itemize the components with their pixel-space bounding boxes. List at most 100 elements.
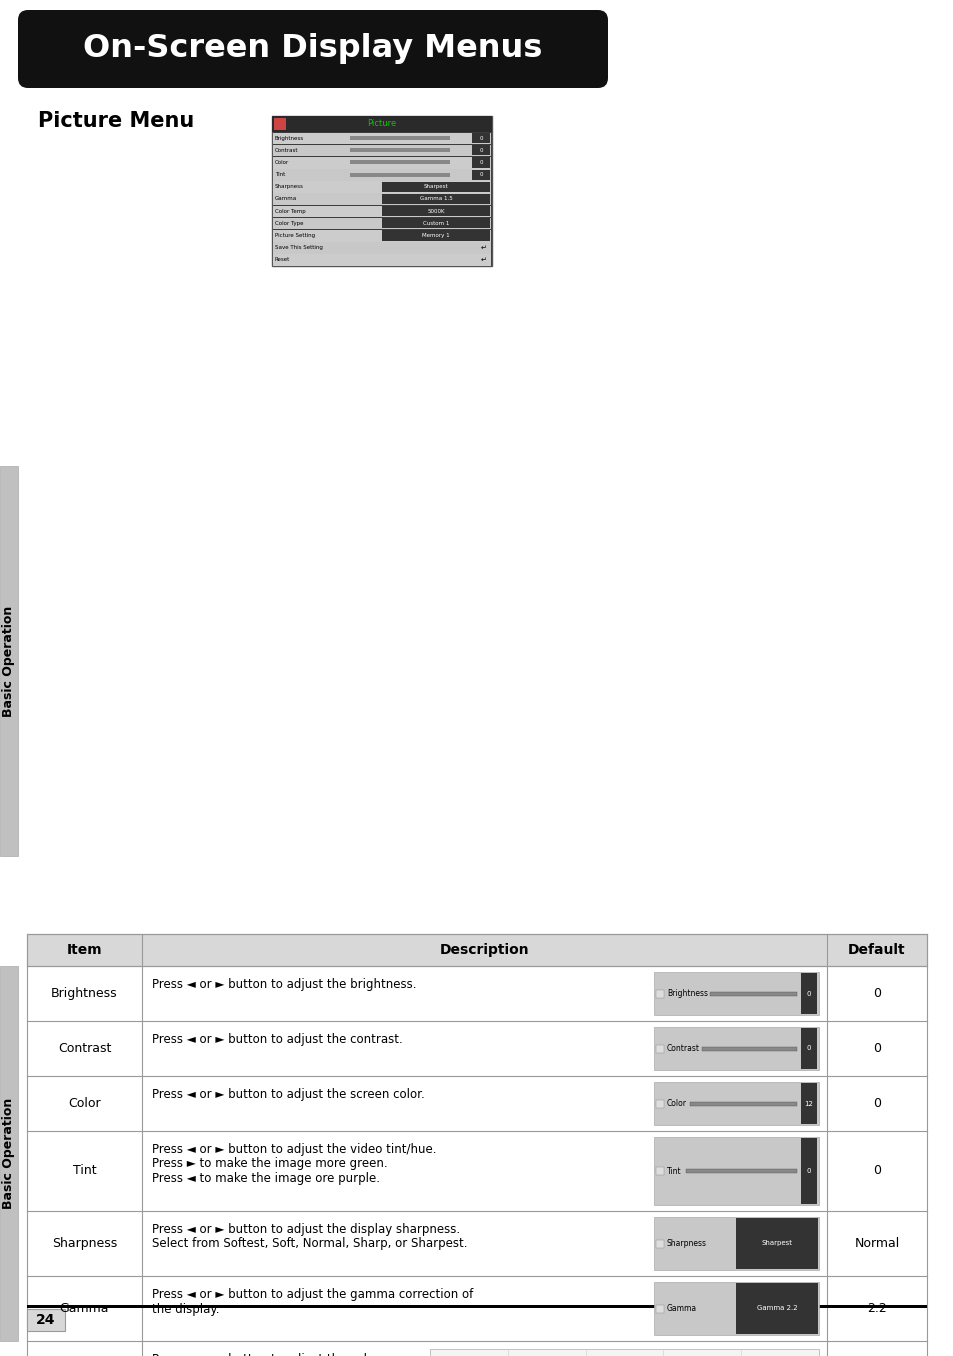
Text: Sharpness: Sharpness <box>666 1239 706 1248</box>
Text: Press ◄ or ► button to adjust the video tint/hue.: Press ◄ or ► button to adjust the video … <box>152 1143 436 1157</box>
Text: ↵: ↵ <box>480 244 486 251</box>
Text: the display.: the display. <box>152 1303 219 1315</box>
Text: Press ◄ or ► button to adjust the gamma correction of: Press ◄ or ► button to adjust the gamma … <box>152 1288 473 1300</box>
Bar <box>656 1168 663 1176</box>
Bar <box>350 148 450 152</box>
Bar <box>654 972 818 1016</box>
Bar <box>656 1304 663 1313</box>
Bar <box>273 145 491 156</box>
Text: Gamma 2.2: Gamma 2.2 <box>756 1306 797 1311</box>
Bar <box>381 218 490 228</box>
Text: Save This Setting: Save This Setting <box>274 245 322 251</box>
Bar <box>381 194 490 205</box>
Text: Sharpness: Sharpness <box>51 1237 117 1250</box>
Text: Tint: Tint <box>666 1166 680 1176</box>
Text: Basic Operation: Basic Operation <box>3 1098 15 1210</box>
Text: 24: 24 <box>36 1313 55 1328</box>
Bar <box>0 466 18 856</box>
Bar <box>656 990 663 998</box>
Text: 0: 0 <box>478 136 482 141</box>
Text: Picture Setting: Picture Setting <box>274 233 314 239</box>
Bar <box>735 1218 817 1269</box>
Text: 0: 0 <box>872 1165 880 1177</box>
Bar <box>735 1283 817 1334</box>
Text: Press ◄ to make the image ore purple.: Press ◄ to make the image ore purple. <box>152 1172 379 1185</box>
Bar <box>472 157 490 168</box>
Bar <box>472 170 490 180</box>
Text: On-Screen Display Menus: On-Screen Display Menus <box>83 34 542 65</box>
Text: Sharpest: Sharpest <box>423 184 448 190</box>
Text: 0: 0 <box>872 1097 880 1111</box>
Bar <box>272 117 492 132</box>
Bar <box>801 974 816 1014</box>
Bar <box>0 965 18 1341</box>
Text: Press ◄ or ► button to adjust the contrast.: Press ◄ or ► button to adjust the contra… <box>152 1033 402 1045</box>
Bar <box>350 172 450 176</box>
Bar <box>381 231 490 240</box>
Text: Sharpest: Sharpest <box>760 1241 792 1246</box>
Text: 0: 0 <box>478 172 482 178</box>
Text: ↵: ↵ <box>480 256 486 263</box>
Bar <box>273 194 491 205</box>
Text: 0: 0 <box>806 1168 810 1174</box>
Text: Gamma: Gamma <box>666 1304 697 1313</box>
Bar <box>472 145 490 156</box>
Text: Custom 1: Custom 1 <box>422 221 449 226</box>
Bar <box>273 206 491 217</box>
Bar <box>689 1101 796 1105</box>
Text: Contrast: Contrast <box>666 1044 700 1054</box>
Text: 0: 0 <box>478 148 482 153</box>
Text: Default: Default <box>847 942 904 957</box>
Text: Color: Color <box>274 160 289 165</box>
Bar <box>801 1028 816 1069</box>
Text: 0: 0 <box>806 990 810 997</box>
Text: Press ► to make the image more green.: Press ► to make the image more green. <box>152 1158 387 1170</box>
Text: Color: Color <box>666 1098 686 1108</box>
Text: 2.2: 2.2 <box>866 1302 886 1315</box>
Text: Press ◄ or ► button to adjust the screen color.: Press ◄ or ► button to adjust the screen… <box>152 1088 424 1101</box>
Text: Press ◄ or ► button to adjust the color: Press ◄ or ► button to adjust the color <box>152 1353 378 1356</box>
Text: Reset: Reset <box>274 258 290 263</box>
Text: 5000K: 5000K <box>427 209 444 214</box>
Text: Color: Color <box>68 1097 101 1111</box>
Bar <box>801 1138 816 1204</box>
Bar <box>801 1083 816 1124</box>
Bar <box>701 1047 796 1051</box>
Bar <box>350 160 450 164</box>
Text: Basic Operation: Basic Operation <box>3 605 15 716</box>
Text: Item: Item <box>67 942 102 957</box>
Bar <box>654 1281 818 1336</box>
Text: Contrast: Contrast <box>58 1041 112 1055</box>
Bar <box>654 1026 818 1070</box>
Bar <box>273 243 491 254</box>
Bar <box>472 133 490 144</box>
Text: Press ◄ or ► button to adjust the display sharpness.: Press ◄ or ► button to adjust the displa… <box>152 1223 459 1237</box>
Bar <box>654 1216 818 1271</box>
Bar <box>273 133 491 144</box>
Bar <box>272 117 492 266</box>
Text: 0: 0 <box>872 987 880 999</box>
Text: Memory 1: Memory 1 <box>422 233 450 239</box>
Bar <box>273 182 491 193</box>
Text: Gamma: Gamma <box>274 197 297 202</box>
Bar <box>685 1169 796 1173</box>
Bar <box>709 991 796 995</box>
Text: 0: 0 <box>806 1045 810 1051</box>
Text: Brightness: Brightness <box>51 987 117 999</box>
Text: 0: 0 <box>872 1041 880 1055</box>
Text: Picture: Picture <box>367 119 396 129</box>
Bar <box>656 1045 663 1054</box>
Text: Description: Description <box>439 942 529 957</box>
Text: Picture Menu: Picture Menu <box>38 111 194 132</box>
Bar <box>273 231 491 241</box>
Bar <box>656 1239 663 1248</box>
Bar <box>27 1309 65 1332</box>
Text: Brightness: Brightness <box>666 989 707 998</box>
Bar <box>381 206 490 216</box>
Text: Tint: Tint <box>274 172 285 178</box>
Text: 12: 12 <box>803 1101 813 1106</box>
Text: Press ◄ or ► button to adjust the brightness.: Press ◄ or ► button to adjust the bright… <box>152 978 416 991</box>
Bar <box>27 1304 926 1309</box>
Bar <box>273 218 491 229</box>
Text: 0: 0 <box>478 160 482 165</box>
